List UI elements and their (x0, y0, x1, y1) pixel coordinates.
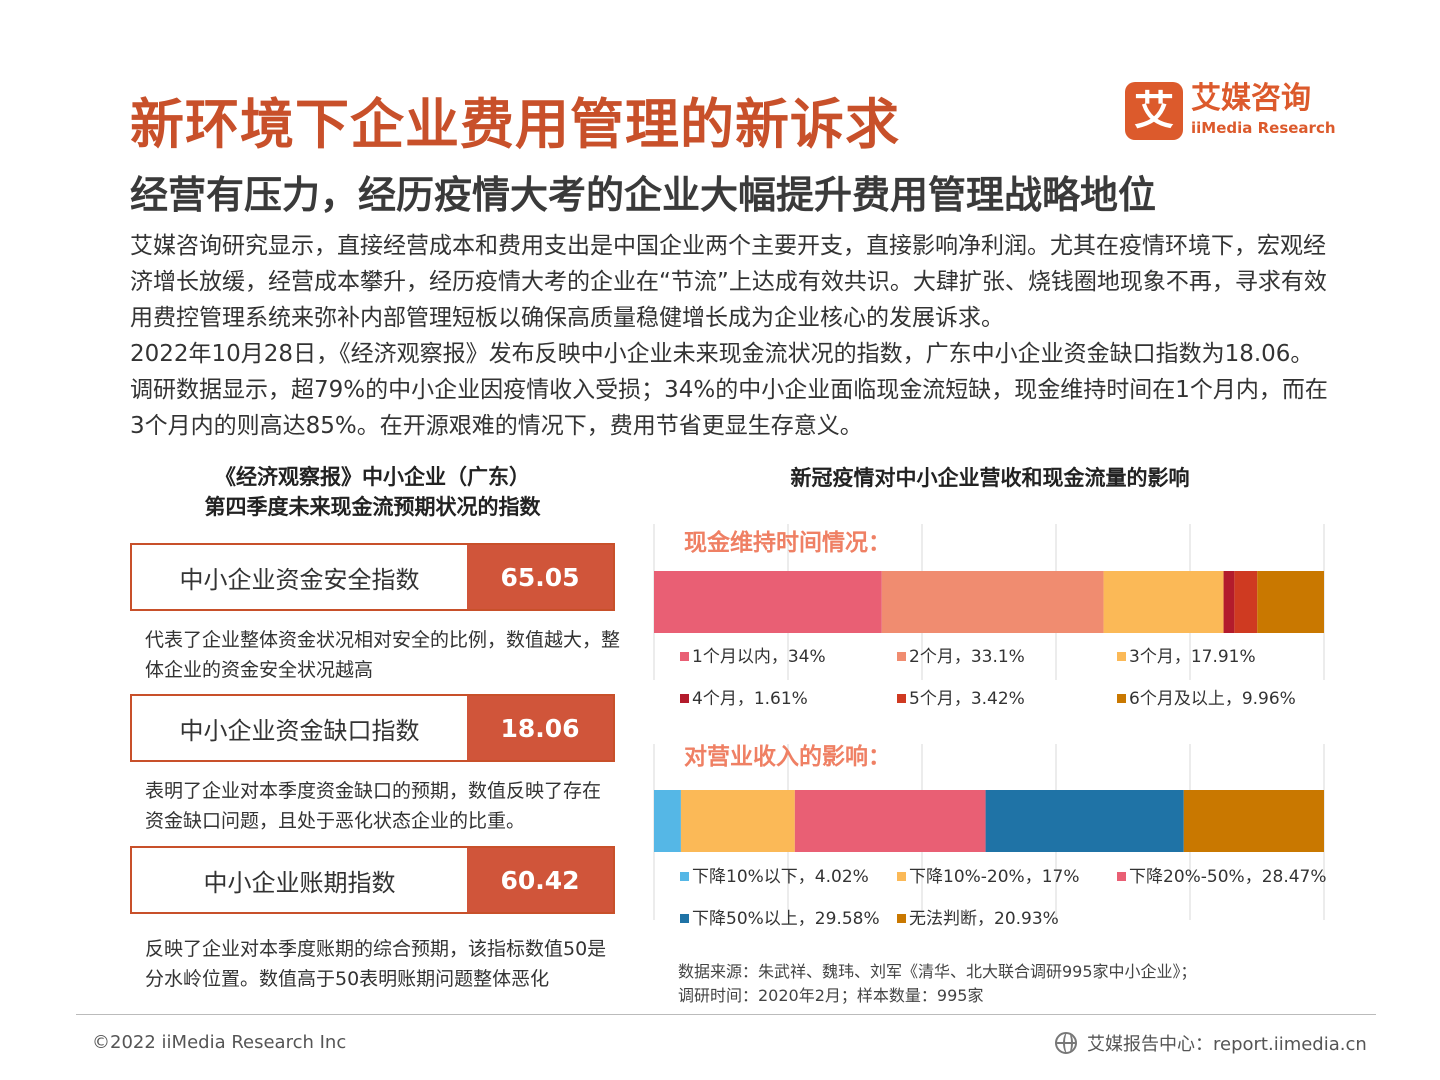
bar-segment (794, 790, 986, 852)
bar-segment (1183, 790, 1324, 852)
legend-swatch (1117, 652, 1126, 661)
body-paragraph-1: 艾媒咨询研究显示，直接经营成本和费用支出是中国企业两个主要开支，直接影响净利润。… (130, 233, 1327, 331)
page-title: 新环境下企业费用管理的新诉求 (130, 93, 900, 156)
footer-copyright: ©2022 iiMedia Research Inc (92, 1032, 347, 1053)
legend-swatch (680, 652, 689, 661)
logo-mark-icon: 艾 (1125, 82, 1183, 140)
chart-panel-title: 新冠疫情对中小企业营收和现金流量的影响 (790, 466, 1190, 490)
legend-swatch (897, 652, 906, 661)
page-subtitle: 经营有压力，经历疫情大考的企业大幅提升费用管理战略地位 (130, 173, 1157, 217)
bar-segment (1234, 571, 1258, 633)
bar-segment (1223, 571, 1235, 633)
index-panel-title: 《经济观察报》中小企业（广东） 第四季度未来现金流预期状况的指数 (130, 462, 615, 522)
bar-segment (1257, 571, 1324, 633)
bar-segment (654, 790, 681, 852)
index-description: 反映了企业对本季度账期的综合预期，该指标数值50是分水岭位置。数值高于50表明账… (145, 938, 607, 990)
logo-name-en: iiMedia Research (1191, 119, 1336, 137)
index-card-capital-safety: 中小企业资金安全指数 65.05 (130, 543, 615, 611)
index-description: 代表了企业整体资金状况相对安全的比例，数值越大，整体企业的资金安全状况越高 (145, 629, 621, 681)
chart-1: 现金维持时间情况： 1个月以内，34% 2个月，33.1% 3个月，17.91% 4个月… (653, 524, 1325, 709)
index-value: 60.42 (467, 848, 613, 912)
index-card-capital-gap: 中小企业资金缺口指数 18.06 (130, 694, 615, 762)
legend-swatch (897, 694, 906, 703)
legend-label: 1个月以内，34% (692, 647, 826, 667)
data-source-line2: 调研时间：2020年2月；样本数量：995家 (678, 986, 984, 1005)
legend-swatch (680, 872, 689, 881)
legend-label: 下降10%-20%，17% (909, 867, 1080, 887)
index-label: 中小企业资金安全指数 (132, 545, 467, 609)
index-label: 中小企业账期指数 (132, 848, 467, 912)
stacked-bar-charts: 现金维持时间情况： 1个月以内，34% 2个月，33.1% 3个月，17.91% 4个月… (653, 524, 1327, 929)
data-source-line1: 数据来源：朱武祥、魏玮、刘军《清华、北大联合调研995家中小企业》； (678, 962, 1197, 981)
legend-label: 3个月，17.91% (1129, 647, 1256, 667)
legend-label: 下降50%以上，29.58% (692, 909, 880, 929)
index-value: 65.05 (467, 545, 613, 609)
index-card-payment-term: 中小企业账期指数 60.42 (130, 846, 615, 914)
legend-swatch (1117, 694, 1126, 703)
footer-divider (76, 1014, 1376, 1015)
legend-swatch (897, 914, 906, 923)
chart-2: 对营业收入的影响： 下降10%以下，4.02% 下降10%-20%，17% 下降20%… (653, 743, 1327, 929)
legend-swatch (1117, 872, 1126, 881)
bar-segment (680, 790, 795, 852)
legend-label: 5个月，3.42% (909, 689, 1025, 709)
data-source: 数据来源：朱武祥、魏玮、刘军《清华、北大联合调研995家中小企业》； 调研时间：… (678, 960, 1197, 1008)
legend-label: 2个月，33.1% (909, 647, 1025, 667)
logo-name-cn: 艾媒咨询 (1191, 81, 1311, 116)
index-value: 18.06 (467, 696, 613, 760)
footer-site-text: 艾媒报告中心：report.iimedia.cn (1087, 1034, 1367, 1055)
bar-segment (881, 571, 1104, 633)
legend-swatch (897, 872, 906, 881)
brand-logo: 艾 艾媒咨询 iiMedia Research (1125, 81, 1336, 140)
legend-label: 下降20%-50%，28.47% (1129, 867, 1327, 887)
index-description: 表明了企业对本季度资金缺口的预期，数值反映了存在资金缺口问题，且处于恶化状态企业… (145, 780, 602, 832)
legend-label: 无法判断，20.93% (909, 909, 1059, 929)
index-label: 中小企业资金缺口指数 (132, 696, 467, 760)
footer-site: 艾媒报告中心：report.iimedia.cn (1055, 1030, 1367, 1056)
bar-segment (985, 790, 1184, 852)
legend-label: 4个月，1.61% (692, 689, 808, 709)
body-paragraph-2: 2022年10月28日，《经济观察报》发布反映中小企业未来现金流状况的指数，广东… (130, 341, 1328, 439)
legend-label: 6个月及以上，9.96% (1129, 689, 1296, 709)
body-text: 艾媒咨询研究显示，直接经营成本和费用支出是中国企业两个主要开支，直接影响净利润。… (130, 228, 1330, 444)
legend-swatch (680, 694, 689, 703)
bar-segment (654, 571, 882, 633)
index-panel-title-line1: 《经济观察报》中小企业（广东） (215, 465, 530, 489)
chart-section-title: 现金维持时间情况： (684, 529, 891, 556)
chart-section-title: 对营业收入的影响： (684, 743, 891, 770)
legend-swatch (680, 914, 689, 923)
index-panel-title-line2: 第四季度未来现金流预期状况的指数 (204, 495, 541, 519)
bar-segment (1103, 571, 1224, 633)
legend-label: 下降10%以下，4.02% (692, 867, 869, 887)
globe-icon (1055, 1032, 1077, 1054)
